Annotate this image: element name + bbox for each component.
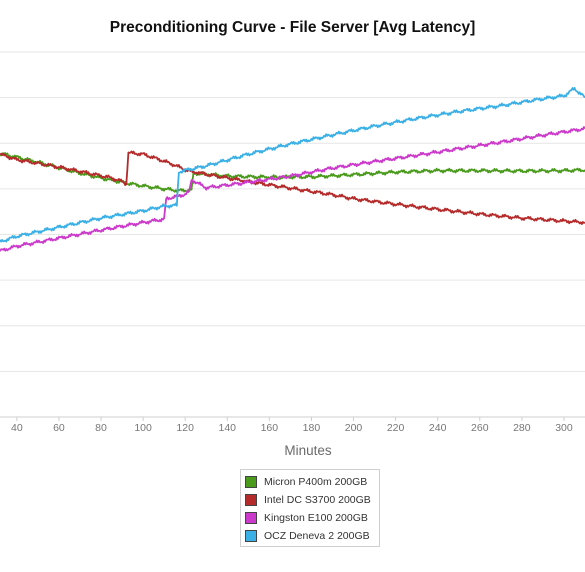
x-tick-label: 160 <box>261 422 279 434</box>
x-tick-label: 280 <box>513 422 531 434</box>
x-tick-label: 220 <box>387 422 405 434</box>
legend-item[interactable]: Kingston E100 200GB <box>245 509 379 527</box>
x-tick-label: 40 <box>11 422 23 434</box>
legend-item[interactable]: Intel DC S3700 200GB <box>245 491 379 509</box>
x-tick-label: 140 <box>219 422 237 434</box>
legend-label: Micron P400m 200GB <box>264 476 368 488</box>
x-axis-title: Minutes <box>284 443 332 458</box>
legend-swatch <box>245 494 257 506</box>
x-tick-label: 60 <box>53 422 65 434</box>
chart-title: Preconditioning Curve - File Server [Avg… <box>109 19 476 36</box>
legend-item[interactable]: OCZ Deneva 2 200GB <box>245 527 379 545</box>
x-tick-label: 200 <box>345 422 363 434</box>
x-tick-label: 180 <box>303 422 321 434</box>
series-line-1 <box>0 152 585 193</box>
series-line-2 <box>0 150 585 225</box>
legend: Micron P400m 200GB Intel DC S3700 200GB Ki… <box>240 469 380 547</box>
legend-label: Kingston E100 200GB <box>264 512 368 524</box>
legend-label: OCZ Deneva 2 200GB <box>264 530 370 542</box>
x-tick-label: 80 <box>95 422 107 434</box>
x-tick-label: 300 <box>555 422 573 434</box>
legend-swatch <box>245 476 257 488</box>
legend-label: Intel DC S3700 200GB <box>264 494 371 506</box>
x-tick-label: 260 <box>471 422 489 434</box>
series-line-4 <box>0 86 585 243</box>
x-tick-label: 120 <box>176 422 194 434</box>
series-line-3 <box>0 126 585 252</box>
x-tick-label: 240 <box>429 422 447 434</box>
legend-item[interactable]: Micron P400m 200GB <box>245 473 379 491</box>
x-tick-label: 100 <box>134 422 152 434</box>
legend-swatch <box>245 512 257 524</box>
legend-swatch <box>245 530 257 542</box>
